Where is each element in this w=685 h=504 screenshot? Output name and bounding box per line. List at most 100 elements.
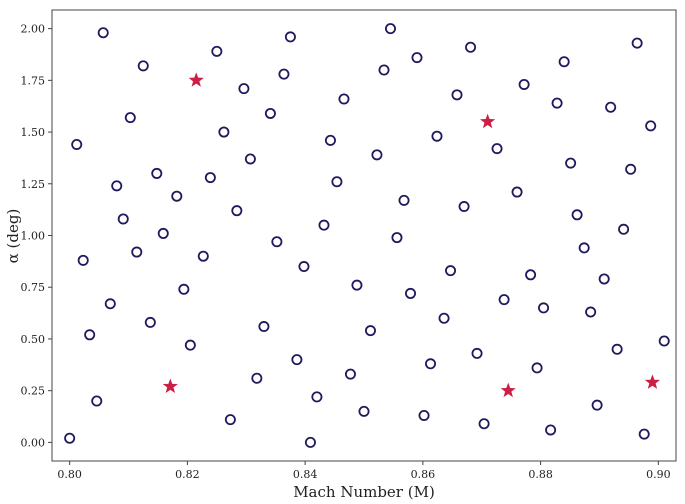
circle-marker bbox=[465, 41, 477, 53]
circle-marker bbox=[405, 287, 417, 299]
circle-marker bbox=[278, 68, 290, 80]
star-marker bbox=[162, 378, 178, 393]
circle-marker bbox=[431, 130, 443, 142]
circle-marker bbox=[518, 78, 530, 90]
circle-marker bbox=[111, 180, 123, 192]
circle-marker bbox=[511, 186, 523, 198]
circle-marker bbox=[271, 236, 283, 248]
circle-marker bbox=[344, 368, 356, 380]
circle-marker bbox=[578, 242, 590, 254]
star-marker bbox=[644, 374, 661, 389]
circle-marker bbox=[284, 31, 296, 43]
circle-marker bbox=[211, 45, 223, 57]
circle-marker bbox=[491, 143, 503, 155]
y-tick-label: 1.50 bbox=[21, 126, 46, 139]
circle-marker bbox=[384, 23, 396, 35]
circle-marker bbox=[458, 201, 470, 213]
circle-marker bbox=[124, 112, 136, 124]
circle-marker bbox=[498, 294, 510, 306]
circle-marker bbox=[591, 399, 603, 411]
circle-marker bbox=[398, 194, 410, 206]
circle-marker bbox=[391, 232, 403, 244]
circle-marker bbox=[304, 436, 316, 448]
circle-marker bbox=[618, 223, 630, 235]
x-axis-ticks: 0.80 0.82 0.84 0.86 0.88 0.90 bbox=[57, 461, 671, 481]
circle-marker bbox=[144, 316, 156, 328]
circle-marker bbox=[137, 60, 149, 72]
circle-marker bbox=[231, 205, 243, 217]
circle-marker bbox=[378, 64, 390, 76]
circle-marker bbox=[91, 395, 103, 407]
circle-marker bbox=[638, 428, 650, 440]
y-tick-label: 0.75 bbox=[21, 281, 46, 294]
circle-marker bbox=[258, 321, 270, 333]
star-marker bbox=[500, 382, 516, 398]
x-tick-label: 0.90 bbox=[646, 468, 671, 481]
circle-marker bbox=[184, 339, 196, 351]
x-tick-label: 0.80 bbox=[57, 468, 82, 481]
circle-marker bbox=[538, 302, 550, 314]
x-axis-label: Mach Number (M) bbox=[293, 483, 435, 501]
circle-marker bbox=[178, 283, 190, 295]
star-marker bbox=[480, 113, 496, 129]
circle-marker bbox=[84, 329, 96, 341]
circle-marker bbox=[611, 343, 623, 355]
y-tick-label: 0.50 bbox=[21, 333, 46, 346]
circle-marker bbox=[244, 153, 256, 165]
circle-marker bbox=[598, 273, 610, 285]
y-axis-ticks: 0.00 0.25 0.50 0.75 1.00 1.25 1.50 1.75 2.00 bbox=[21, 23, 52, 449]
circle-marker bbox=[218, 126, 230, 138]
x-tick-label: 0.86 bbox=[411, 468, 436, 481]
circle-marker bbox=[531, 362, 543, 374]
y-axis-label: α (deg) bbox=[4, 209, 22, 264]
circle-marker bbox=[291, 354, 303, 366]
circle-marker bbox=[438, 312, 450, 324]
circle-marker bbox=[571, 209, 583, 221]
circle-marker bbox=[224, 414, 236, 426]
circle-marker bbox=[371, 149, 383, 161]
circle-marker bbox=[358, 405, 370, 417]
circle-marker bbox=[525, 269, 537, 281]
circle-marker bbox=[585, 306, 597, 318]
circle-marker bbox=[157, 227, 169, 239]
circle-marker bbox=[605, 101, 617, 113]
circle-marker bbox=[478, 418, 490, 430]
circle-marker bbox=[298, 261, 310, 273]
circle-marker bbox=[645, 120, 657, 132]
circle-marker bbox=[625, 163, 637, 175]
circle-marker bbox=[364, 325, 376, 337]
y-tick-label: 0.00 bbox=[21, 436, 46, 449]
circle-marker bbox=[71, 138, 83, 150]
circle-marker bbox=[204, 172, 216, 184]
circle-marker bbox=[551, 97, 563, 109]
circle-marker bbox=[151, 167, 163, 179]
circle-marker bbox=[64, 432, 76, 444]
circle-marker bbox=[558, 56, 570, 68]
circle-marker bbox=[425, 358, 437, 370]
circle-marker bbox=[171, 190, 183, 202]
circle-marker bbox=[545, 424, 557, 436]
star-marker bbox=[188, 72, 204, 87]
y-tick-label: 2.00 bbox=[21, 23, 46, 36]
circle-marker bbox=[238, 83, 250, 95]
circle-marker bbox=[565, 157, 577, 169]
x-tick-label: 0.84 bbox=[293, 468, 318, 481]
y-tick-label: 1.75 bbox=[21, 74, 46, 87]
circle-marker bbox=[658, 335, 670, 347]
x-tick-label: 0.82 bbox=[175, 468, 200, 481]
circle-marker bbox=[418, 409, 430, 421]
circle-marker bbox=[411, 52, 423, 64]
circle-marker bbox=[445, 265, 457, 277]
y-tick-label: 1.25 bbox=[21, 178, 46, 191]
circle-marker bbox=[471, 347, 483, 359]
data-points bbox=[64, 23, 670, 448]
circle-marker bbox=[318, 219, 330, 231]
y-tick-label: 0.25 bbox=[21, 385, 46, 398]
circle-marker bbox=[331, 176, 343, 188]
y-tick-label: 1.00 bbox=[21, 230, 46, 243]
circle-marker bbox=[264, 107, 276, 119]
circle-marker bbox=[251, 372, 263, 384]
x-tick-label: 0.88 bbox=[528, 468, 553, 481]
